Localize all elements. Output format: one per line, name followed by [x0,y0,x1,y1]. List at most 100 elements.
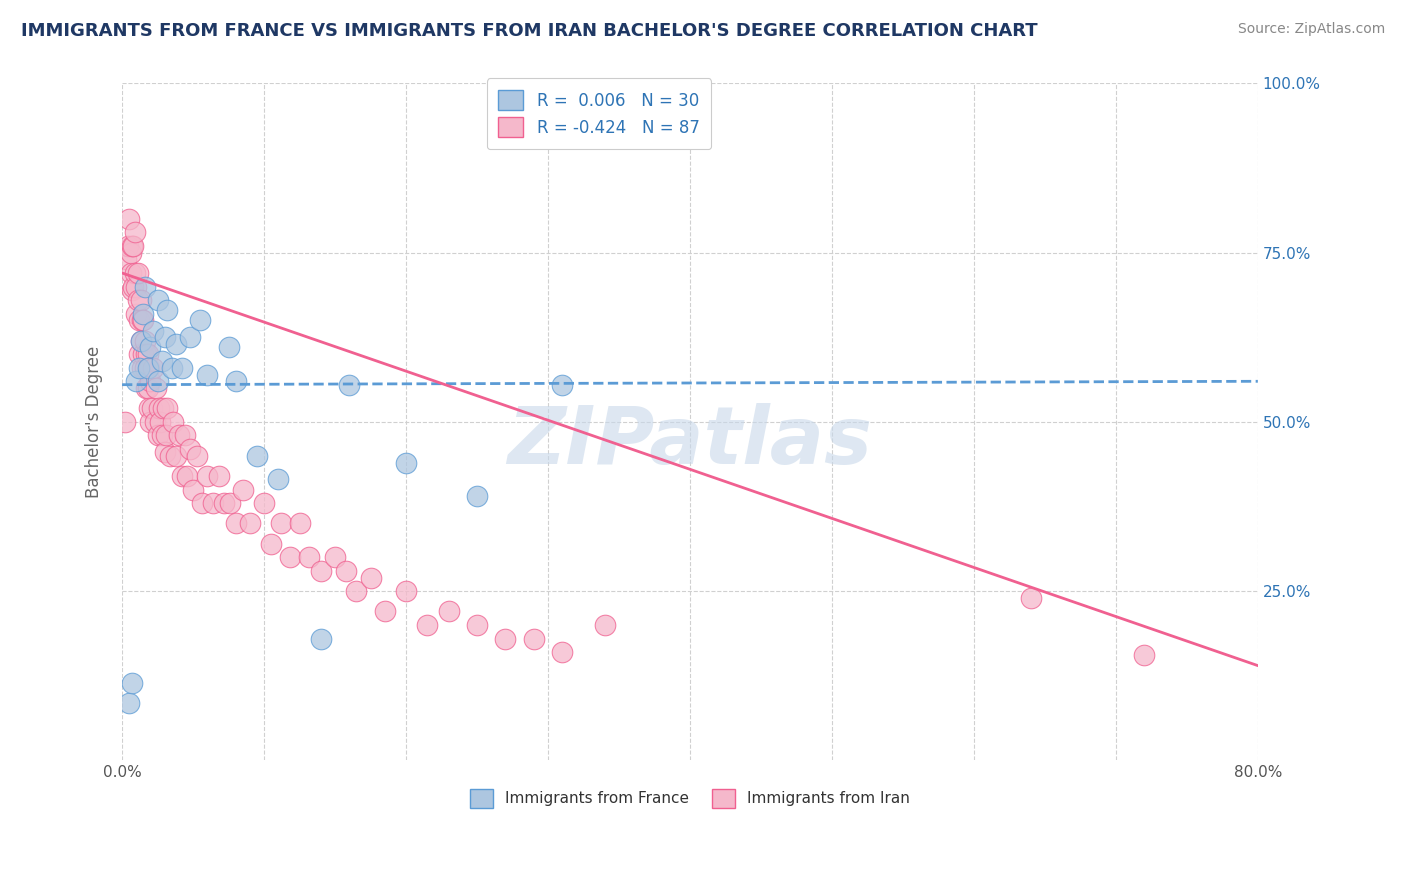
Point [395,584,418,599]
Point [146,428,169,442]
Point [465,489,488,503]
Point [125,374,148,388]
Point [139,374,162,388]
Point [139,341,162,355]
Point [207,469,229,483]
Text: Source: ZipAtlas.com: Source: ZipAtlas.com [1237,22,1385,37]
Point [593,618,616,632]
Point [121,239,143,253]
Point [494,632,516,646]
Point [129,334,152,348]
Point [437,604,460,618]
Point [551,377,574,392]
Point [170,360,193,375]
Point [195,368,218,382]
Point [117,239,139,253]
Point [146,293,169,307]
Point [156,303,179,318]
Point [232,483,254,497]
Point [219,496,242,510]
Point [118,696,141,710]
Point [146,374,169,388]
Point [218,341,240,355]
Point [165,337,187,351]
Point [155,428,177,442]
Point [181,483,204,497]
Point [131,360,153,375]
Point [149,415,172,429]
Point [124,226,146,240]
Point [124,266,146,280]
Point [121,283,143,297]
Point [120,266,142,280]
Point [179,442,201,456]
Point [121,675,143,690]
Point [136,360,159,375]
Text: ZIPatlas: ZIPatlas [508,403,873,481]
Point [118,211,141,226]
Point [278,550,301,565]
Point [1019,591,1042,605]
Point [190,496,212,510]
Point [150,428,173,442]
Point [309,564,332,578]
Point [125,307,148,321]
Point [136,347,159,361]
Point [143,415,166,429]
Point [225,516,247,531]
Text: IMMIGRANTS FROM FRANCE VS IMMIGRANTS FROM IRAN BACHELOR'S DEGREE CORRELATION CHA: IMMIGRANTS FROM FRANCE VS IMMIGRANTS FRO… [21,22,1038,40]
Point [114,415,136,429]
Point [159,449,181,463]
Point [335,564,357,578]
Point [523,632,546,646]
Point [145,381,167,395]
Point [134,360,156,375]
Point [150,354,173,368]
Point [186,449,208,463]
Point [225,374,247,388]
Point [127,266,149,280]
Point [138,401,160,416]
Point [152,401,174,416]
Point [129,293,152,307]
Point [170,469,193,483]
Point [165,449,187,463]
Point [142,360,165,375]
Point [135,381,157,395]
Point [131,313,153,327]
Point [344,584,367,599]
Point [127,293,149,307]
Y-axis label: Bachelor's Degree: Bachelor's Degree [86,346,103,498]
Point [115,252,138,267]
Point [142,324,165,338]
Point [246,449,269,463]
Point [139,415,162,429]
Point [141,401,163,416]
Point [128,347,150,361]
Point [465,618,488,632]
Point [267,473,290,487]
Point [120,245,142,260]
Point [122,239,145,253]
Point [160,360,183,375]
Point [270,516,292,531]
Point [125,279,148,293]
Point [134,334,156,348]
Point [288,516,311,531]
Point [201,496,224,510]
Point [337,377,360,392]
Point [129,334,152,348]
Point [153,445,176,459]
Point [132,347,155,361]
Point [374,604,396,618]
Point [416,618,439,632]
Legend: Immigrants from France, Immigrants from Iran: Immigrants from France, Immigrants from … [464,783,917,814]
Point [128,360,150,375]
Point [179,330,201,344]
Point [173,428,195,442]
Point [135,347,157,361]
Point [309,632,332,646]
Point [239,516,262,531]
Point [176,469,198,483]
Point [128,313,150,327]
